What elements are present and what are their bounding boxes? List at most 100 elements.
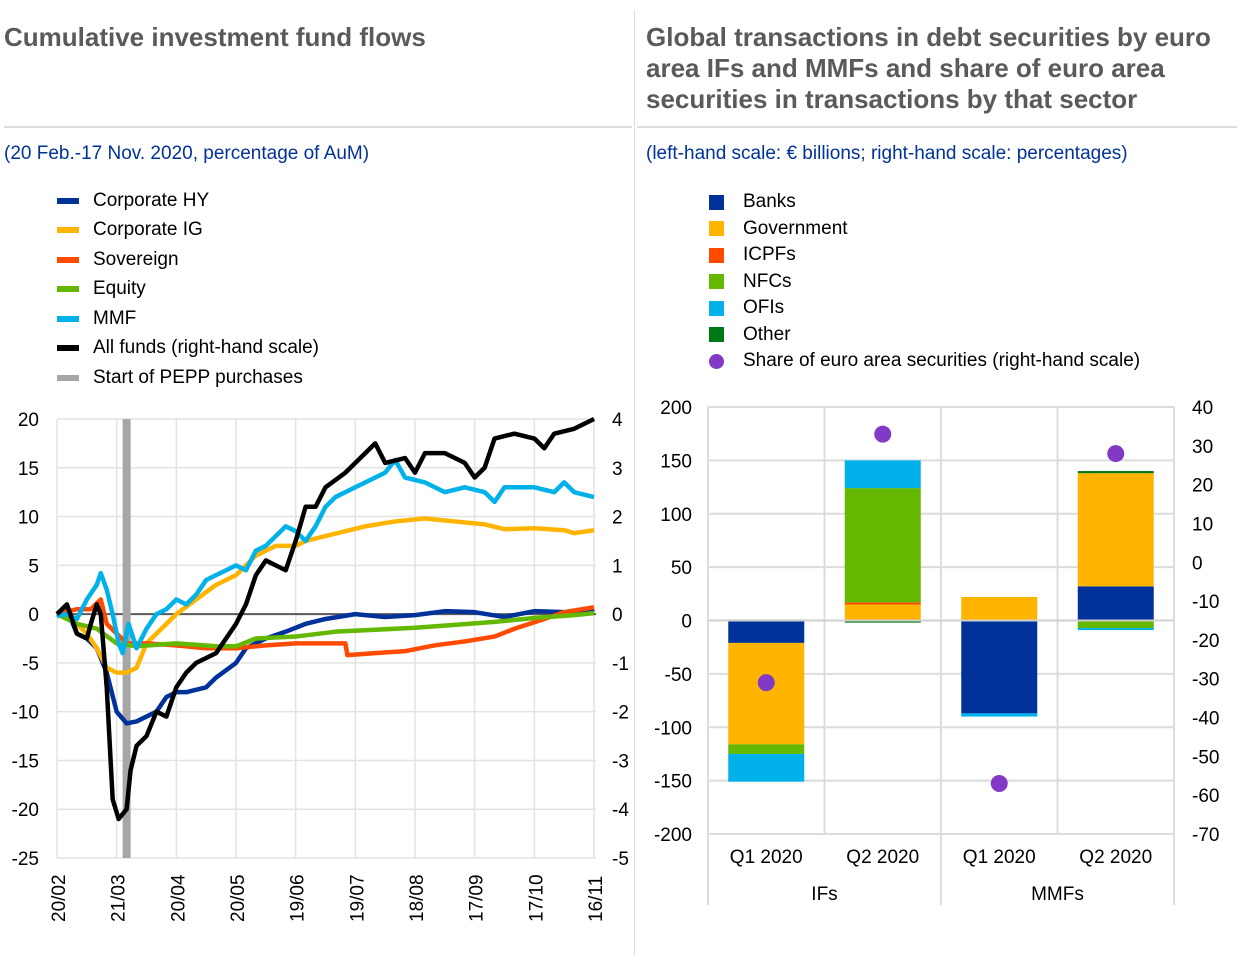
bar-segment-government [961,597,1038,621]
y-tick-label: -200 [654,825,692,846]
bar-segment-ofis [728,753,805,782]
category-label: Q2 2020 [846,847,919,868]
y2-tick-label: -20 [1192,631,1219,652]
legend-label: Other [743,323,791,345]
legend-label: NFCs [743,270,792,292]
bar-segment-government [844,604,921,621]
legend-item: Government [709,216,1140,243]
y2-tick-label: 0 [1192,553,1203,574]
y2-tick-label: -1 [612,654,629,675]
y2-tick-label: 3 [612,459,623,480]
legend-swatch [709,300,724,316]
legend-item: ICPFs [709,242,1140,269]
bar-segment-banks [1077,586,1154,621]
left-chart-title: Cumulative investment fund flows [4,22,426,52]
x-tick-label: 18/08 [407,874,428,922]
y-tick-label: 150 [660,451,692,472]
y-tick-label: 20 [18,410,39,431]
y-tick-label: -5 [22,654,39,675]
y2-tick-label: 30 [1192,437,1213,458]
bar-segment-other [1077,471,1154,474]
y-tick-label: -10 [12,703,39,724]
legend-label: Equity [93,278,146,300]
y-tick-label: 5 [28,556,39,577]
y-tick-label: 0 [28,605,39,626]
y2-tick-label: -2 [612,703,629,724]
share-point [1107,445,1125,463]
bar-segment-ofis [961,713,1038,717]
y-tick-label: 15 [18,459,39,480]
legend-label: Share of euro area securities (right-han… [743,350,1141,372]
legend-swatch [709,247,724,263]
legend-label: Start of PEPP purchases [93,366,303,388]
group-label: MMFs [1031,884,1084,905]
legend-item: Equity [57,275,319,305]
y-tick-label: 50 [671,558,692,579]
y2-tick-label: 1 [612,556,623,577]
y2-tick-label: -60 [1192,786,1219,807]
y2-tick-label: -3 [612,751,629,772]
share-point [990,775,1008,793]
y2-tick-label: -70 [1192,825,1219,846]
legend-item: OFIs [709,295,1140,322]
left-legend: Corporate HY Corporate IG Sovereign Equity M… [57,186,319,393]
legend-label: OFIs [743,297,785,319]
bar-segment-government [728,642,805,745]
legend-item: NFCs [709,269,1140,296]
y2-tick-label: 10 [1192,514,1213,535]
legend-swatch [709,194,724,210]
legend-swatch [57,286,79,293]
series-line-corporate-hy [56,606,595,726]
legend-item: Corporate IG [57,216,319,246]
y2-tick-label: -5 [612,849,629,870]
legend-label: Sovereign [93,248,179,270]
y-tick-label: -50 [665,665,692,686]
right-chart-subtitle: (left-hand scale: € billions; right-hand… [646,143,1128,164]
y-tick-label: 10 [18,508,39,529]
legend-item: Share of euro area securities (right-han… [709,348,1140,375]
y2-tick-label: 2 [612,508,623,529]
legend-item: All funds (right-hand scale) [57,334,319,364]
legend-label: Banks [743,191,796,213]
category-label: Q2 2020 [1079,847,1152,868]
share-point [874,425,892,443]
y-tick-label: -100 [654,718,692,739]
y2-tick-label: 20 [1192,476,1213,497]
legend-swatch [709,327,724,343]
legend-item: Banks [709,189,1140,216]
x-tick-label: 19/07 [347,874,368,922]
bar-segment-nfcs [844,488,921,603]
bar-segment-government [1077,473,1154,587]
legend-swatch [709,221,724,237]
group-label: IFs [811,884,837,905]
right-legend: Banks Government ICPFs NFCs OFIs Other Share o… [709,189,1140,375]
legend-swatch [57,197,79,204]
bar-segment-nfcs [728,744,805,754]
legend-label: MMF [93,307,137,329]
x-tick-label: 16/11 [586,876,607,922]
legend-item: Corporate HY [57,186,319,216]
series-line-equity [56,610,595,649]
legend-swatch [57,227,79,234]
x-tick-label: 17/10 [526,874,547,922]
x-tick-label: 20/04 [168,874,189,922]
legend-item: Other [709,322,1140,349]
legend-swatch [57,315,79,322]
y2-tick-label: 40 [1192,398,1213,419]
x-tick-label: 20/05 [228,874,249,922]
y2-tick-label: 0 [612,605,623,626]
left-chart-subtitle: (20 Feb.-17 Nov. 2020, percentage of AuM… [4,143,370,164]
y-tick-label: 200 [660,398,692,419]
y2-tick-label: -10 [1192,592,1219,613]
legend-swatch [57,374,79,381]
series-line-sovereign [56,597,595,658]
bar-segment-other [844,620,921,623]
bar-segment-icpfs [844,602,921,605]
y-tick-label: -150 [654,772,692,793]
share-point [757,674,775,692]
series-line-all-funds-right-hand-scale- [55,416,596,822]
y2-tick-label: -30 [1192,670,1219,691]
series-line-mmf [56,457,595,656]
category-label: Q1 2020 [963,847,1036,868]
